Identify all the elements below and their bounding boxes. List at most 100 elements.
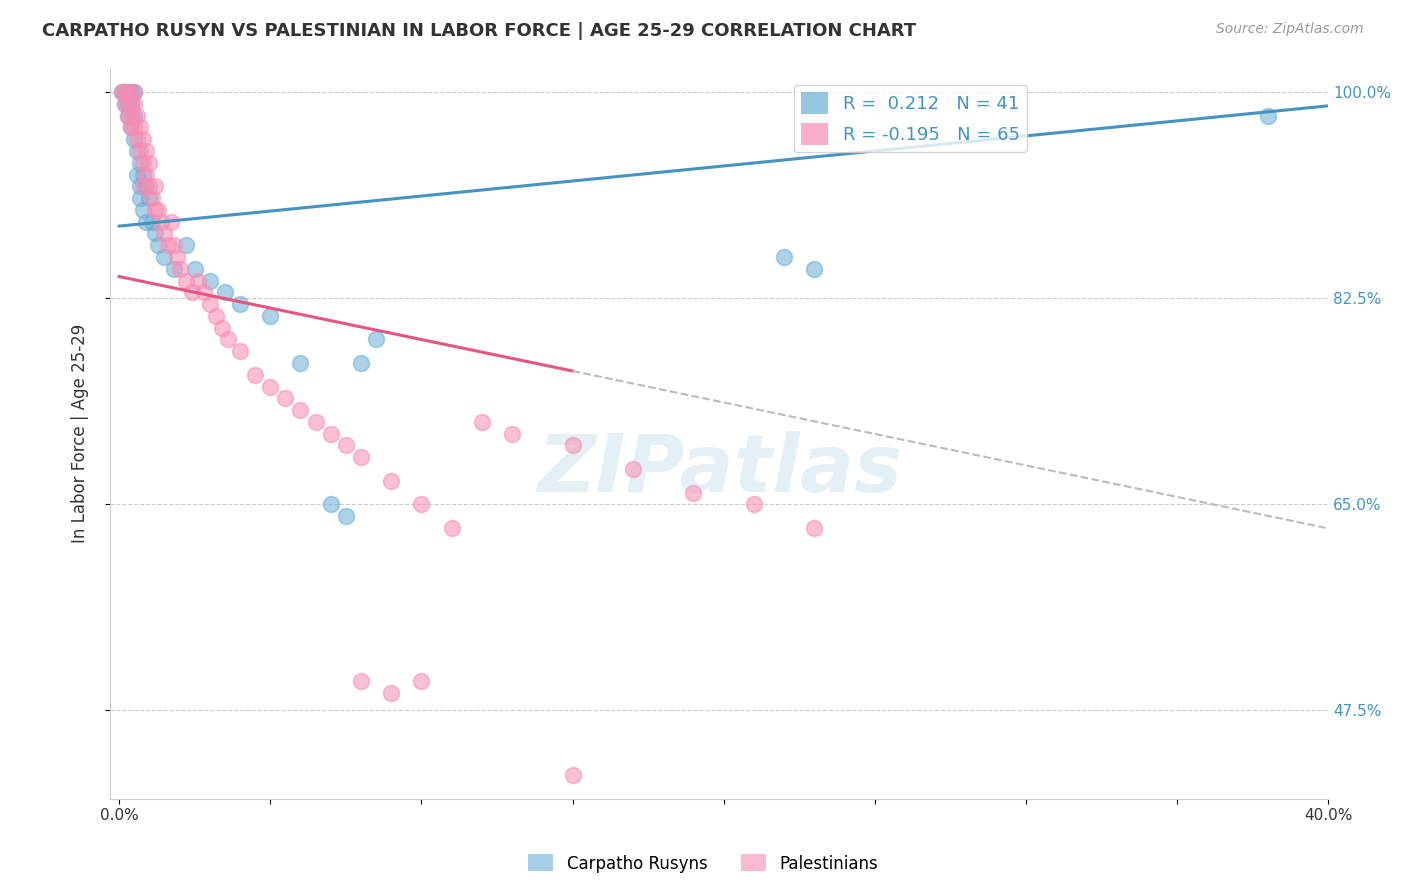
Point: [229, 297, 252, 311]
Point: [127, 168, 149, 182]
Point: [117, 109, 139, 123]
Point: [180, 285, 202, 300]
Point: [169, 261, 191, 276]
Point: [127, 144, 149, 158]
Point: [217, 333, 239, 347]
Point: [129, 179, 152, 194]
Point: [122, 85, 145, 99]
Point: [145, 227, 167, 241]
Point: [120, 96, 142, 111]
Point: [350, 673, 373, 688]
Point: [803, 261, 825, 276]
Point: [166, 250, 188, 264]
Point: [145, 179, 167, 194]
Point: [122, 96, 145, 111]
Point: [243, 368, 266, 382]
Point: [205, 309, 228, 323]
Text: Source: ZipAtlas.com: Source: ZipAtlas.com: [1216, 22, 1364, 37]
Point: [411, 673, 433, 688]
Point: [259, 309, 281, 323]
Point: [380, 474, 402, 488]
Point: [111, 85, 134, 99]
Point: [214, 285, 236, 300]
Legend: R =  0.212   N = 41, R = -0.195   N = 65: R = 0.212 N = 41, R = -0.195 N = 65: [794, 85, 1026, 153]
Point: [132, 202, 155, 217]
Point: [350, 450, 373, 465]
Point: [174, 238, 197, 252]
Point: [380, 686, 402, 700]
Point: [148, 202, 170, 217]
Point: [120, 85, 142, 99]
Point: [174, 273, 197, 287]
Point: [114, 96, 136, 111]
Point: [187, 273, 209, 287]
Point: [111, 85, 134, 99]
Point: [411, 497, 433, 511]
Point: [350, 356, 373, 370]
Point: [141, 191, 163, 205]
Point: [114, 85, 136, 99]
Text: CARPATHO RUSYN VS PALESTINIAN IN LABOR FORCE | AGE 25-29 CORRELATION CHART: CARPATHO RUSYN VS PALESTINIAN IN LABOR F…: [42, 22, 917, 40]
Point: [132, 168, 155, 182]
Point: [129, 191, 152, 205]
Text: ZIPatlas: ZIPatlas: [537, 431, 901, 509]
Point: [319, 497, 342, 511]
Point: [122, 120, 145, 135]
Point: [156, 238, 179, 252]
Point: [153, 250, 176, 264]
Point: [138, 179, 160, 194]
Point: [335, 509, 357, 524]
Point: [773, 250, 796, 264]
Point: [501, 426, 523, 441]
Point: [135, 214, 157, 228]
Point: [211, 320, 233, 334]
Point: [127, 132, 149, 146]
Point: [135, 168, 157, 182]
Point: [141, 214, 163, 228]
Point: [129, 120, 152, 135]
Point: [150, 214, 173, 228]
Point: [138, 191, 160, 205]
Legend: Carpatho Rusyns, Palestinians: Carpatho Rusyns, Palestinians: [522, 847, 884, 880]
Point: [117, 96, 139, 111]
Point: [145, 202, 167, 217]
Y-axis label: In Labor Force | Age 25-29: In Labor Force | Age 25-29: [72, 324, 89, 543]
Point: [148, 238, 170, 252]
Point: [117, 85, 139, 99]
Point: [117, 109, 139, 123]
Point: [117, 85, 139, 99]
Point: [198, 297, 221, 311]
Point: [159, 214, 181, 228]
Point: [127, 109, 149, 123]
Point: [621, 462, 644, 476]
Point: [114, 96, 136, 111]
Point: [335, 438, 357, 452]
Point: [304, 415, 326, 429]
Point: [153, 227, 176, 241]
Point: [114, 85, 136, 99]
Point: [135, 144, 157, 158]
Point: [259, 379, 281, 393]
Point: [198, 273, 221, 287]
Point: [135, 179, 157, 194]
Point: [122, 85, 145, 99]
Point: [742, 497, 765, 511]
Point: [132, 132, 155, 146]
Point: [162, 261, 184, 276]
Point: [162, 238, 184, 252]
Point: [319, 426, 342, 441]
Point: [129, 155, 152, 169]
Point: [290, 356, 312, 370]
Point: [561, 438, 583, 452]
Point: [183, 261, 205, 276]
Point: [120, 109, 142, 123]
Point: [682, 485, 704, 500]
Point: [122, 109, 145, 123]
Point: [471, 815, 494, 830]
Point: [561, 768, 583, 782]
Point: [1257, 109, 1279, 123]
Point: [193, 285, 215, 300]
Point: [120, 120, 142, 135]
Point: [471, 415, 494, 429]
Point: [290, 403, 312, 417]
